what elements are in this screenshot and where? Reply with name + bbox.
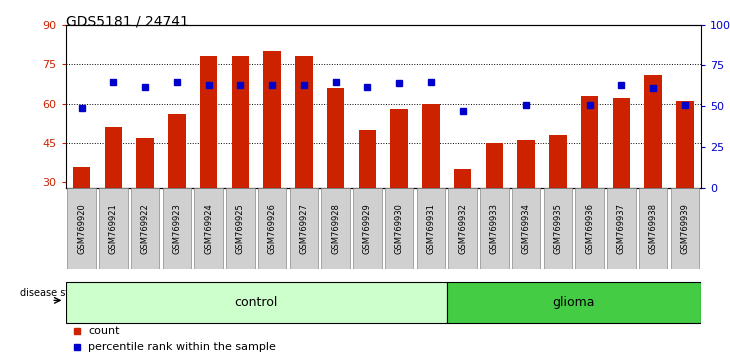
Text: count: count (88, 326, 120, 336)
Text: control: control (234, 296, 278, 309)
Bar (454, 169, 472, 188)
Bar (99, 188, 128, 269)
Text: GSM769936: GSM769936 (585, 203, 594, 254)
Text: GSM769920: GSM769920 (77, 203, 86, 254)
Bar (73, 167, 91, 188)
Text: GSM769938: GSM769938 (649, 203, 658, 254)
Bar (671, 188, 699, 269)
Text: GSM769927: GSM769927 (299, 203, 308, 254)
Bar (549, 135, 566, 188)
Bar (485, 143, 503, 188)
Bar (66, 282, 447, 324)
Text: GDS5181 / 24741: GDS5181 / 24741 (66, 14, 188, 28)
Bar (447, 282, 701, 324)
Bar (581, 96, 599, 188)
Bar (417, 188, 445, 269)
Text: GSM769933: GSM769933 (490, 203, 499, 254)
Bar (231, 56, 249, 188)
Bar (200, 56, 218, 188)
Text: GSM769930: GSM769930 (395, 203, 404, 254)
Bar (104, 127, 122, 188)
Bar (448, 188, 477, 269)
Bar (131, 188, 159, 269)
Bar (163, 188, 191, 269)
Bar (67, 188, 96, 269)
Bar (258, 188, 286, 269)
Text: GSM769923: GSM769923 (172, 203, 181, 254)
Text: disease state: disease state (20, 289, 85, 298)
Text: GSM769929: GSM769929 (363, 203, 372, 254)
Bar (321, 188, 350, 269)
Bar (518, 140, 535, 188)
Bar (264, 51, 281, 188)
Bar (327, 88, 345, 188)
Text: GSM769922: GSM769922 (141, 203, 150, 254)
Bar (194, 188, 223, 269)
Bar (575, 188, 604, 269)
Text: GSM769924: GSM769924 (204, 203, 213, 254)
Bar (422, 104, 439, 188)
Text: GSM769921: GSM769921 (109, 203, 118, 254)
Text: GSM769934: GSM769934 (522, 203, 531, 254)
Bar (226, 188, 255, 269)
Bar (385, 188, 413, 269)
Text: GSM769926: GSM769926 (268, 203, 277, 254)
Bar (612, 98, 630, 188)
Text: GSM769932: GSM769932 (458, 203, 467, 254)
Bar (512, 188, 540, 269)
Bar (391, 109, 408, 188)
Bar (544, 188, 572, 269)
Bar (168, 114, 185, 188)
Text: GSM769925: GSM769925 (236, 203, 245, 254)
Bar (639, 188, 667, 269)
Text: GSM769939: GSM769939 (680, 203, 689, 254)
Text: GSM769937: GSM769937 (617, 203, 626, 254)
Bar (290, 188, 318, 269)
Bar (358, 130, 376, 188)
Text: GSM769931: GSM769931 (426, 203, 435, 254)
Text: GSM769935: GSM769935 (553, 203, 562, 254)
Bar (295, 56, 312, 188)
Text: percentile rank within the sample: percentile rank within the sample (88, 342, 276, 352)
Text: glioma: glioma (553, 296, 595, 309)
Bar (353, 188, 382, 269)
Bar (645, 75, 662, 188)
Bar (137, 138, 154, 188)
Bar (676, 101, 694, 188)
Text: GSM769928: GSM769928 (331, 203, 340, 254)
Bar (480, 188, 509, 269)
Bar (607, 188, 636, 269)
